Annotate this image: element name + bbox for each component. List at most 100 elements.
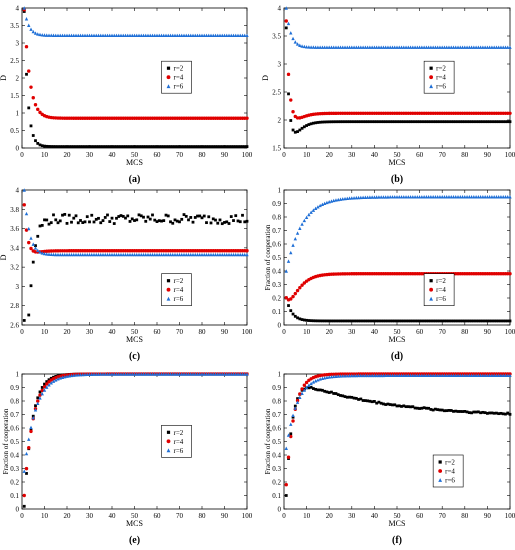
data-point <box>497 412 501 416</box>
data-point <box>438 195 442 199</box>
data-point <box>336 45 340 49</box>
data-point <box>144 252 148 257</box>
data-point <box>74 252 78 257</box>
data-point <box>236 145 240 148</box>
data-point <box>112 372 116 376</box>
chart-panel-d: 0 10 20 30 40 50 60 70 80 90 100 0 0.1 0.2 0.3 0.4 0.5 0.… <box>264 187 515 363</box>
data-point <box>368 45 372 49</box>
data-point <box>481 373 485 378</box>
legend-marker <box>166 75 171 80</box>
x-tick-label: 60 <box>416 512 424 520</box>
data-point <box>483 45 487 49</box>
data-layer <box>284 6 512 134</box>
data-point <box>227 33 231 37</box>
data-point <box>65 145 69 148</box>
data-point <box>171 221 175 225</box>
data-point <box>504 120 507 124</box>
data-point <box>388 45 392 49</box>
data-point <box>316 205 320 209</box>
data-point <box>314 121 318 125</box>
y-tick-label: 0.8 <box>272 398 281 406</box>
data-point <box>438 408 442 412</box>
data-point <box>442 195 447 199</box>
data-point <box>191 252 195 257</box>
data-point <box>458 195 462 199</box>
x-tick-label: 20 <box>326 512 334 520</box>
data-point <box>415 120 419 124</box>
data-point <box>300 222 304 226</box>
data-point <box>476 373 481 378</box>
data-point <box>435 45 440 49</box>
data-point <box>173 33 177 37</box>
data-point <box>370 195 374 199</box>
data-point <box>415 319 419 323</box>
data-point <box>234 145 238 148</box>
data-point <box>291 128 295 132</box>
data-point <box>332 374 336 379</box>
y-axis-label: Fraction of cooperation <box>264 224 272 290</box>
y-tick-label: 4 <box>16 5 20 13</box>
data-point <box>225 145 229 148</box>
y-tick-label: 0.7 <box>10 411 19 419</box>
data-point <box>173 372 177 376</box>
data-point <box>238 33 242 37</box>
data-point <box>386 195 390 199</box>
data-point <box>341 120 345 124</box>
data-point <box>56 377 60 381</box>
y-tick-label: 0.3 <box>272 465 281 473</box>
data-point <box>506 411 510 415</box>
data-point <box>101 219 105 222</box>
data-point <box>137 145 141 148</box>
data-point <box>94 145 98 148</box>
data-point <box>359 120 363 124</box>
data-point <box>316 388 320 392</box>
data-point <box>343 319 347 323</box>
data-point <box>431 408 435 412</box>
data-point <box>298 43 302 47</box>
legend-marker <box>429 296 434 301</box>
data-point <box>38 396 42 400</box>
legend-label: r=2 <box>445 459 455 467</box>
data-point <box>420 195 424 199</box>
data-point <box>295 400 300 404</box>
data-point <box>137 252 141 257</box>
data-point <box>213 33 218 37</box>
x-tick-label: 20 <box>64 151 72 159</box>
data-point <box>49 252 53 257</box>
data-point <box>38 250 42 254</box>
data-point <box>458 410 462 413</box>
data-point <box>180 145 184 148</box>
data-point <box>411 195 415 199</box>
y-tick-label: 0.2 <box>272 479 281 487</box>
data-point <box>456 373 460 378</box>
data-point <box>447 45 451 49</box>
data-point <box>25 472 28 475</box>
data-point <box>105 252 110 257</box>
y-tick-label: 0.5 <box>10 438 19 446</box>
data-point <box>177 252 182 257</box>
data-point <box>171 145 175 148</box>
data-point <box>218 252 222 257</box>
data-point <box>74 145 78 148</box>
data-point <box>411 373 415 378</box>
data-point <box>426 45 431 49</box>
data-point <box>501 45 505 49</box>
data-point <box>94 217 98 221</box>
y-tick-label: 0.5 <box>272 438 281 446</box>
data-point <box>377 319 381 323</box>
data-point <box>347 45 352 49</box>
data-point <box>88 145 91 148</box>
data-point <box>164 145 168 148</box>
data-layer <box>22 6 249 148</box>
data-point <box>395 195 399 199</box>
data-point <box>205 145 208 148</box>
data-point <box>70 145 73 148</box>
data-point <box>313 206 318 211</box>
x-tick-label: 50 <box>131 512 139 520</box>
data-point <box>47 252 51 256</box>
data-point <box>40 391 44 396</box>
data-point <box>234 214 238 218</box>
data-point <box>36 399 40 403</box>
data-point <box>227 372 231 376</box>
data-point <box>447 409 451 412</box>
